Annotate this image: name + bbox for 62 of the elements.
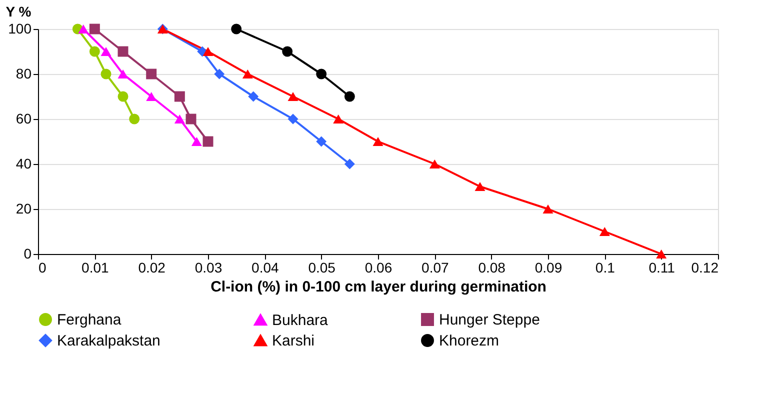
y-axis-title: Y % — [6, 4, 32, 20]
x-tick-label: 0.1 — [595, 260, 616, 276]
legend-label: Khorezm — [439, 332, 500, 350]
point — [316, 68, 327, 80]
point — [191, 136, 202, 146]
point — [316, 136, 327, 147]
y-tick-label: 0 — [24, 246, 32, 262]
point — [429, 159, 440, 169]
point — [202, 136, 214, 147]
legend-label: Hunger Steppe — [439, 312, 540, 329]
point — [282, 46, 293, 57]
point — [214, 68, 225, 80]
y-tick-label: 80 — [16, 66, 32, 82]
point — [146, 92, 157, 102]
x-tick-label: 0.01 — [82, 260, 110, 276]
x-tick-label: 0.08 — [478, 260, 506, 276]
point — [344, 158, 355, 170]
point — [100, 68, 112, 80]
legend-label: Bukhara — [272, 312, 329, 329]
point — [333, 114, 344, 124]
point — [118, 46, 128, 57]
x-tick-label: 0.11 — [648, 260, 676, 276]
point — [89, 46, 100, 57]
point — [242, 69, 253, 79]
x-tick-label: 0.06 — [364, 260, 392, 276]
x-tick-label: 0 — [38, 260, 46, 276]
point — [174, 91, 185, 102]
y-tick-label: 60 — [16, 110, 32, 126]
point — [599, 226, 610, 236]
x-tick-label: 0.09 — [534, 260, 562, 276]
x-tick-label: 0.04 — [252, 260, 280, 276]
point — [129, 114, 140, 124]
y-tick-label: 100 — [8, 20, 32, 36]
x-tick-label: 0.07 — [422, 260, 450, 276]
point — [231, 24, 242, 34]
point — [146, 68, 157, 80]
x-tick-label: 0.05 — [308, 260, 336, 276]
point — [118, 69, 128, 79]
x-axis-title: Cl-ion (%) in 0-100 cm layer during germination — [210, 278, 546, 296]
point — [248, 91, 259, 102]
legend-label: Ferghana — [57, 312, 122, 329]
point — [288, 114, 298, 124]
point — [186, 114, 196, 124]
point — [118, 91, 128, 102]
point — [372, 136, 384, 146]
legend-label: Karshi — [272, 332, 315, 350]
point — [474, 182, 486, 192]
point — [89, 24, 100, 34]
legend-label: Karakalpakstan — [57, 332, 160, 350]
x-tick-label: 0.12 — [691, 260, 719, 276]
y-tick-label: 40 — [16, 156, 32, 172]
x-tick-label: 0.02 — [138, 260, 166, 276]
point — [174, 114, 185, 124]
y-tick-label: 20 — [16, 200, 32, 216]
point — [542, 204, 554, 214]
point — [78, 24, 89, 34]
point — [202, 46, 214, 56]
x-tick-label: 0.03 — [194, 260, 222, 276]
point — [100, 46, 112, 56]
point — [344, 91, 355, 102]
point — [288, 92, 298, 102]
point — [656, 249, 667, 259]
